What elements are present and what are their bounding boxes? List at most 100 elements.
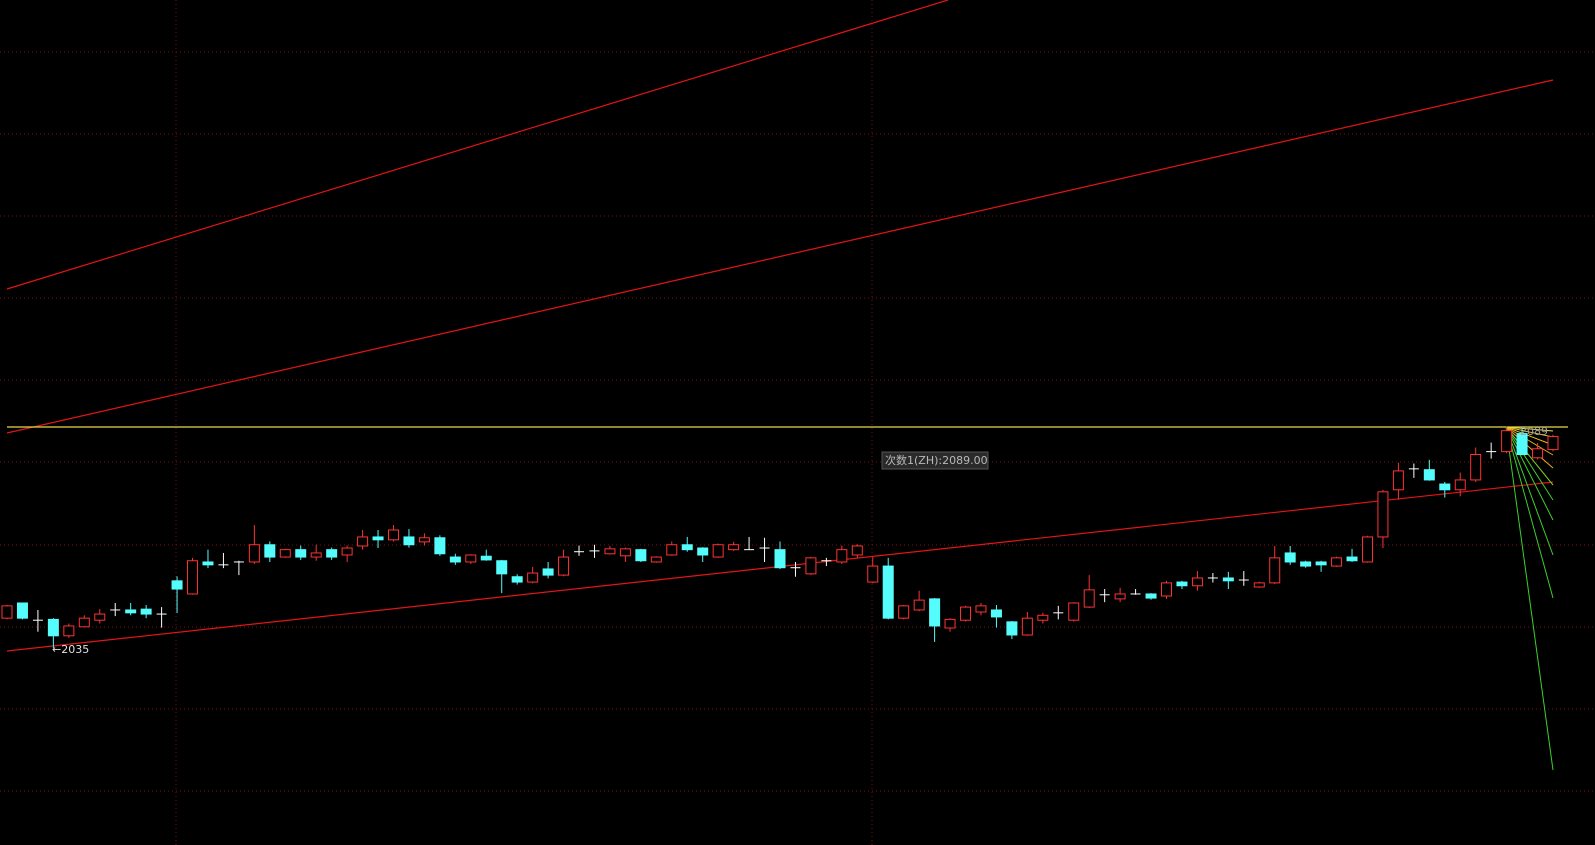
candle-body [326, 549, 338, 558]
candle-body [1470, 453, 1482, 481]
candle-body [47, 618, 59, 637]
candle-body [681, 544, 693, 551]
annotations: ←2035 次数1(ZH):2089.00 2089 [52, 425, 1548, 656]
candle-body [295, 549, 307, 558]
candle-body [619, 548, 631, 557]
fan-line [1505, 426, 1554, 521]
candle-body [1222, 577, 1234, 582]
candle-body [1377, 491, 1389, 538]
candle-body [1176, 581, 1188, 587]
candle-body [774, 549, 786, 569]
candle-body [1423, 469, 1435, 481]
candle-body [990, 609, 1002, 618]
candle-body [944, 618, 956, 629]
candle-body [125, 609, 137, 614]
tooltip-box [881, 451, 989, 470]
candle-body [1532, 448, 1544, 459]
candle-body [1114, 593, 1126, 600]
candle-body [728, 544, 740, 551]
candle-body [1501, 430, 1513, 453]
candle-body [712, 544, 724, 558]
candle-body [867, 565, 879, 583]
candle-body [882, 565, 894, 619]
fan-line [1505, 426, 1554, 438]
fan-line [1505, 426, 1554, 501]
candle-body [1269, 557, 1281, 584]
candle-body [666, 544, 678, 556]
low-label: ←2035 [52, 643, 89, 656]
candle-body [635, 549, 647, 562]
candle-body [187, 560, 199, 595]
candle-body [202, 561, 214, 566]
candle-body [264, 544, 276, 558]
candle-body [913, 599, 925, 611]
trend-line [6, 0, 949, 290]
candle-body [341, 547, 353, 556]
candle-body [975, 605, 987, 613]
candle-body [1516, 433, 1528, 455]
fan-line [1505, 426, 1554, 469]
candle-body [1161, 582, 1172, 597]
candle-body [403, 536, 415, 546]
candle-body [1454, 479, 1466, 491]
candle-body [434, 537, 446, 555]
candle-body [1439, 483, 1451, 491]
candle-body [140, 608, 152, 615]
fan-line [1505, 426, 1554, 771]
candles [1, 426, 1559, 649]
candle-body [496, 560, 508, 575]
fan-line [1505, 426, 1554, 456]
candle-body [78, 617, 90, 628]
candle-body [1191, 577, 1203, 587]
fan-line [1505, 426, 1554, 556]
candle-body [1253, 582, 1265, 588]
fan-lines [1505, 426, 1554, 771]
fan-line [1505, 426, 1554, 599]
candle-body [929, 598, 941, 627]
candle-body [16, 602, 28, 619]
candle-body [1392, 470, 1404, 491]
candle-body [1331, 557, 1343, 567]
high-label: 2089 [1520, 425, 1548, 438]
fan-line [1505, 426, 1554, 446]
candle-body [604, 548, 616, 555]
trend-line [6, 79, 1554, 434]
candle-body [372, 536, 384, 541]
candle-body [805, 557, 817, 575]
candle-body [898, 605, 910, 619]
candle-body [1021, 617, 1033, 636]
candle-body [1300, 561, 1312, 567]
candle-body [1037, 614, 1049, 621]
candle-body [1, 605, 13, 619]
candle-body [248, 544, 260, 563]
candle-body [960, 606, 972, 621]
tooltip-text: 次数1(ZH):2089.00 [885, 453, 988, 467]
candle-body [63, 625, 75, 637]
candle-body [542, 568, 554, 576]
candle-body [1068, 602, 1080, 621]
candle-body [851, 545, 863, 556]
candle-body [558, 556, 570, 576]
candle-body [1315, 561, 1327, 566]
candle-body [697, 547, 709, 556]
candle-body [388, 529, 399, 541]
candle-body [1006, 621, 1018, 636]
fan-line [1505, 426, 1554, 432]
candle-body [480, 555, 492, 561]
candle-body [449, 556, 461, 563]
candle-body [1145, 593, 1157, 599]
candle-body [1361, 536, 1373, 563]
candle-body [1083, 589, 1095, 608]
candle-body [279, 549, 291, 558]
candle-body [1547, 435, 1559, 451]
candle-body [1346, 556, 1358, 562]
candle-body [1284, 552, 1296, 563]
candle-body [94, 613, 106, 621]
candle-body [511, 576, 523, 583]
candle-body [650, 556, 662, 563]
candle-body [171, 580, 183, 590]
candle-body [836, 549, 848, 563]
candle-body [310, 552, 322, 558]
